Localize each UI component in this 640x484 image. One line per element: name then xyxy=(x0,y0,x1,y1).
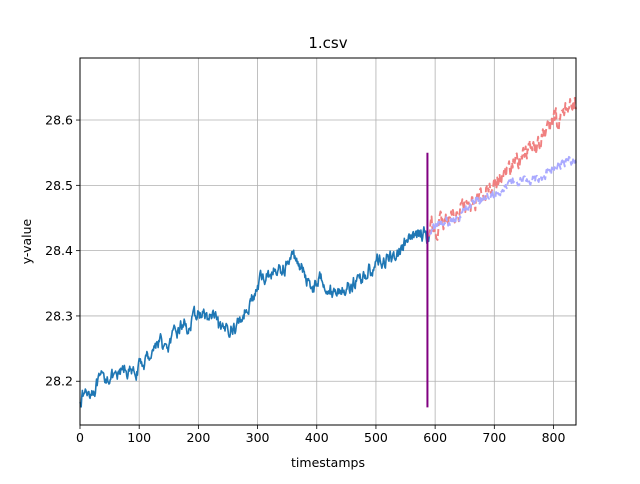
y-tick-label: 28.5 xyxy=(45,178,73,193)
y-tick-label: 28.4 xyxy=(45,243,73,258)
x-tick-label: 0 xyxy=(76,430,84,445)
y-axis-label: y-value xyxy=(19,218,34,264)
series-line xyxy=(428,155,577,235)
plot-frame xyxy=(79,57,577,426)
x-tick-label: 100 xyxy=(127,430,151,445)
x-tick-label: 300 xyxy=(246,430,270,445)
x-tick-label: 600 xyxy=(423,430,447,445)
series-line xyxy=(428,96,577,241)
x-tick-label: 500 xyxy=(364,430,388,445)
y-tick-label: 28.3 xyxy=(45,308,73,323)
ticks: 0 100 200 300 400 500 600 700 800 28.2 28.3 28.4 28.… xyxy=(45,113,565,445)
x-tick-label: 200 xyxy=(186,430,210,445)
x-tick-label: 400 xyxy=(305,430,329,445)
x-tick-label: 700 xyxy=(482,430,506,445)
chart-title: 1.csv xyxy=(308,34,347,52)
series-layer xyxy=(79,96,577,408)
x-axis-label: timestamps xyxy=(291,455,365,470)
series-line xyxy=(79,226,431,408)
x-tick-label: 800 xyxy=(542,430,566,445)
y-tick-label: 28.6 xyxy=(45,113,73,128)
y-tick-label: 28.2 xyxy=(45,374,73,389)
